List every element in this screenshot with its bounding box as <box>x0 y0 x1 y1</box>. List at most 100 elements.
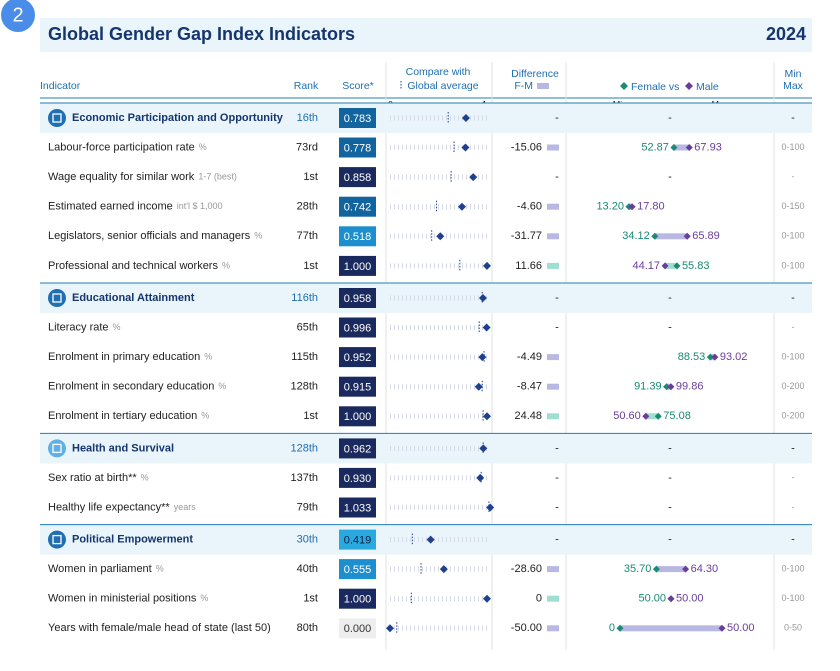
score-box <box>339 559 376 580</box>
female-diamond <box>651 232 659 240</box>
female-value: 0 <box>609 622 615 634</box>
score-box <box>339 108 376 128</box>
male-value: 67.93 <box>694 141 722 153</box>
score-diamond <box>482 323 491 332</box>
female-male: - <box>668 292 672 304</box>
score-box <box>339 618 376 639</box>
difference: -31.77 <box>511 230 542 242</box>
score-diamond <box>478 353 487 362</box>
rank: 28th <box>297 201 318 213</box>
male-value: 93.02 <box>720 351 748 363</box>
difference-bar <box>547 233 559 240</box>
female-male: - <box>668 472 672 484</box>
female-diamond <box>670 144 678 151</box>
difference-bar <box>547 383 559 390</box>
score-box <box>339 529 376 550</box>
section-title: Economic Participation and Opportunity <box>72 112 284 124</box>
rank: 1st <box>303 410 318 422</box>
score: 1.000 <box>344 261 372 273</box>
gap-bar <box>673 144 690 151</box>
score: 0.962 <box>344 443 372 455</box>
score: 1.033 <box>344 502 372 514</box>
header-band <box>40 18 812 52</box>
rank: 115th <box>291 351 318 363</box>
score-box <box>339 376 376 397</box>
male-value: 50.60 <box>613 410 641 422</box>
rank: 73rd <box>296 141 318 153</box>
col-max: Max <box>783 80 804 92</box>
difference-bar <box>547 413 559 420</box>
score-diamond <box>483 594 491 603</box>
gap-bar <box>656 566 686 573</box>
male-diamond <box>711 353 719 361</box>
col-compare-2: Global average <box>407 80 478 92</box>
rank: 80th <box>297 622 318 634</box>
male-diamond <box>661 262 669 270</box>
score: 0.778 <box>344 142 372 154</box>
score-box <box>339 497 376 518</box>
indicator-unit: % <box>200 593 208 603</box>
difference-bar <box>547 595 559 602</box>
difference-bar <box>547 262 559 269</box>
score: 0.858 <box>344 172 372 184</box>
range: - <box>791 112 795 124</box>
score-diamond <box>439 565 448 574</box>
score-diamond <box>461 114 470 122</box>
score-diamond <box>436 232 445 241</box>
female-value: 52.87 <box>641 141 669 153</box>
difference: - <box>555 472 559 484</box>
difference: -8.47 <box>517 381 542 393</box>
score-box <box>339 467 376 488</box>
score: 1.000 <box>344 411 372 423</box>
male-legend <box>685 82 693 90</box>
male-diamond <box>667 383 675 391</box>
badge <box>1 0 35 32</box>
section-icon-glyph <box>52 443 62 454</box>
male-value: 50.00 <box>727 622 755 634</box>
male-value: 50.00 <box>676 593 704 605</box>
indicator-label: Enrolment in primary education <box>48 351 200 363</box>
female-value: 88.53 <box>678 351 706 363</box>
rank: 128th <box>290 381 318 393</box>
range: 0-100 <box>781 563 804 573</box>
section-title: Political Empowerment <box>72 534 193 546</box>
range: - <box>792 322 795 332</box>
rank: 137th <box>290 472 318 484</box>
gap-bar <box>645 413 659 420</box>
difference-bar <box>547 354 559 361</box>
male-value: 64.30 <box>691 563 719 575</box>
score: 0.518 <box>344 231 372 243</box>
rank: 65th <box>297 321 318 333</box>
year: 2024 <box>766 24 806 44</box>
indicator-unit: % <box>218 381 226 391</box>
difference-bar <box>547 566 559 573</box>
range: 0-200 <box>781 411 804 421</box>
score-diamond <box>486 503 495 512</box>
indicator-unit: % <box>222 260 230 270</box>
score-diamond <box>483 261 491 270</box>
female-value: 55.83 <box>682 260 710 272</box>
female-diamond <box>663 383 671 391</box>
score-diamond <box>478 294 487 302</box>
col-difference-2: F-M <box>514 80 533 92</box>
section-title: Health and Survival <box>72 442 174 454</box>
range: 0-200 <box>781 381 804 391</box>
indicator-unit: int'l $ 1,000 <box>177 201 223 211</box>
difference: -4.60 <box>517 201 542 213</box>
score-box <box>339 438 376 459</box>
difference: - <box>555 442 559 454</box>
score-box <box>339 167 376 188</box>
female-value: 34.12 <box>622 230 650 242</box>
col-min: Min <box>785 68 802 80</box>
female-male: - <box>668 501 672 513</box>
range: 0-100 <box>781 260 804 270</box>
indicator-label: Women in ministerial positions <box>48 593 197 605</box>
indicator-unit: % <box>254 231 262 241</box>
female-male: - <box>668 442 672 454</box>
badge-number: 2 <box>12 4 23 26</box>
section-icon <box>48 530 66 549</box>
male-diamond <box>685 144 693 151</box>
title: Global Gender Gap Index Indicators <box>48 24 355 44</box>
indicator-label: Estimated earned income <box>48 201 173 213</box>
range: - <box>791 534 795 546</box>
